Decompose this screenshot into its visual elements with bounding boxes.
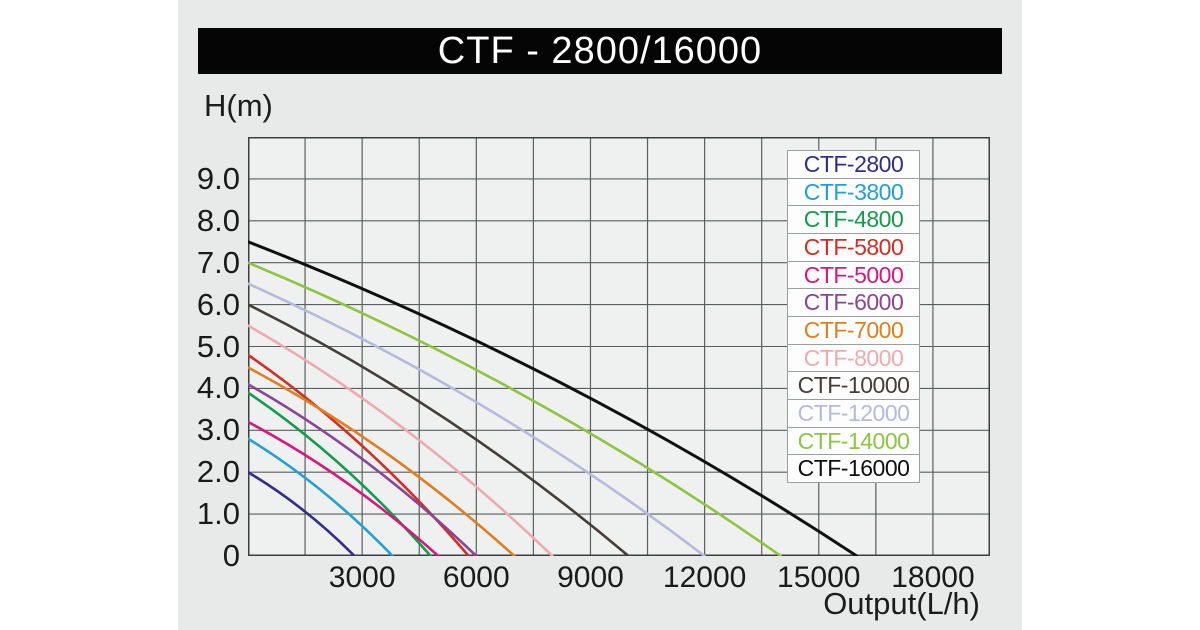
legend-item-ctf-6000: CTF-6000 (788, 289, 919, 318)
y-tick-label: 4.0 (196, 370, 240, 406)
x-tick-label: 18000 (891, 561, 975, 594)
plot-border (248, 137, 990, 556)
legend-item-ctf-2800: CTF-2800 (788, 151, 919, 179)
curve-ctf-16000 (248, 240, 859, 556)
y-tick-label: 8.0 (196, 202, 240, 238)
legend-item-ctf-16000: CTF-16000 (797, 455, 910, 482)
x-tick-label: 12000 (662, 561, 747, 594)
y-tick-label: 3.0 (196, 412, 240, 448)
chart-panel: CTF - 2800/16000 H(m) 0 1.0 2.0 3.0 4.0 5.0 6.… (178, 0, 1022, 630)
legend-item-ctf-10000: CTF-10000 (788, 372, 919, 401)
legend-item-ctf-5000: CTF-5000 (788, 262, 919, 290)
chart-title: CTF - 2800/16000 (437, 29, 763, 72)
y-tick-label: 6.0 (196, 286, 240, 322)
legend-item-ctf-7000: CTF-7000 (788, 317, 919, 345)
legend-item-ctf-12000: CTF-12000 (788, 400, 919, 428)
y-tick-label: 2.0 (196, 454, 240, 490)
curve-ctf-10000 (248, 303, 630, 556)
y-axis-label: H(m) (204, 88, 273, 123)
legend-item-ctf-8000: CTF-8000 (788, 345, 919, 373)
y-tick-label: 0 (222, 538, 240, 573)
curve-ctf-6000 (248, 382, 478, 556)
x-tick-label: 15000 (777, 561, 861, 594)
chart-title-bar: CTF - 2800/16000 (198, 28, 1002, 74)
y-tick-label: 7.0 (196, 244, 240, 280)
legend-item-ctf-4800: CTF-4800 (788, 206, 919, 235)
curve-ctf-3800 (248, 437, 394, 556)
x-axis-label: Output(L/h) (823, 586, 980, 621)
x-tick-label: 6000 (442, 561, 510, 594)
curve-ctf-7000 (248, 366, 516, 556)
x-tick-label: 9000 (557, 561, 624, 594)
curve-ctf-5000 (248, 420, 440, 556)
x-tick-label: 3000 (328, 561, 396, 594)
curve-ctf-8000 (248, 324, 554, 556)
curve-ctf-12000 (248, 282, 706, 556)
legend-item-ctf-3800: CTF-3800 (788, 179, 919, 207)
legend: CTF-2800 CTF-3800 CTF-4800 CTF-5800 CTF-5000… (787, 150, 920, 483)
y-tick-label: 9.0 (196, 160, 240, 196)
y-tick-label: 5.0 (196, 328, 240, 364)
legend-item-ctf-5800: CTF-5800 (788, 234, 919, 262)
curve-ctf-2800 (248, 470, 356, 556)
y-tick-label: 1.0 (196, 496, 240, 532)
legend-item-ctf-14000: CTF-14000 (788, 428, 919, 456)
curve-ctf-14000 (248, 261, 783, 556)
